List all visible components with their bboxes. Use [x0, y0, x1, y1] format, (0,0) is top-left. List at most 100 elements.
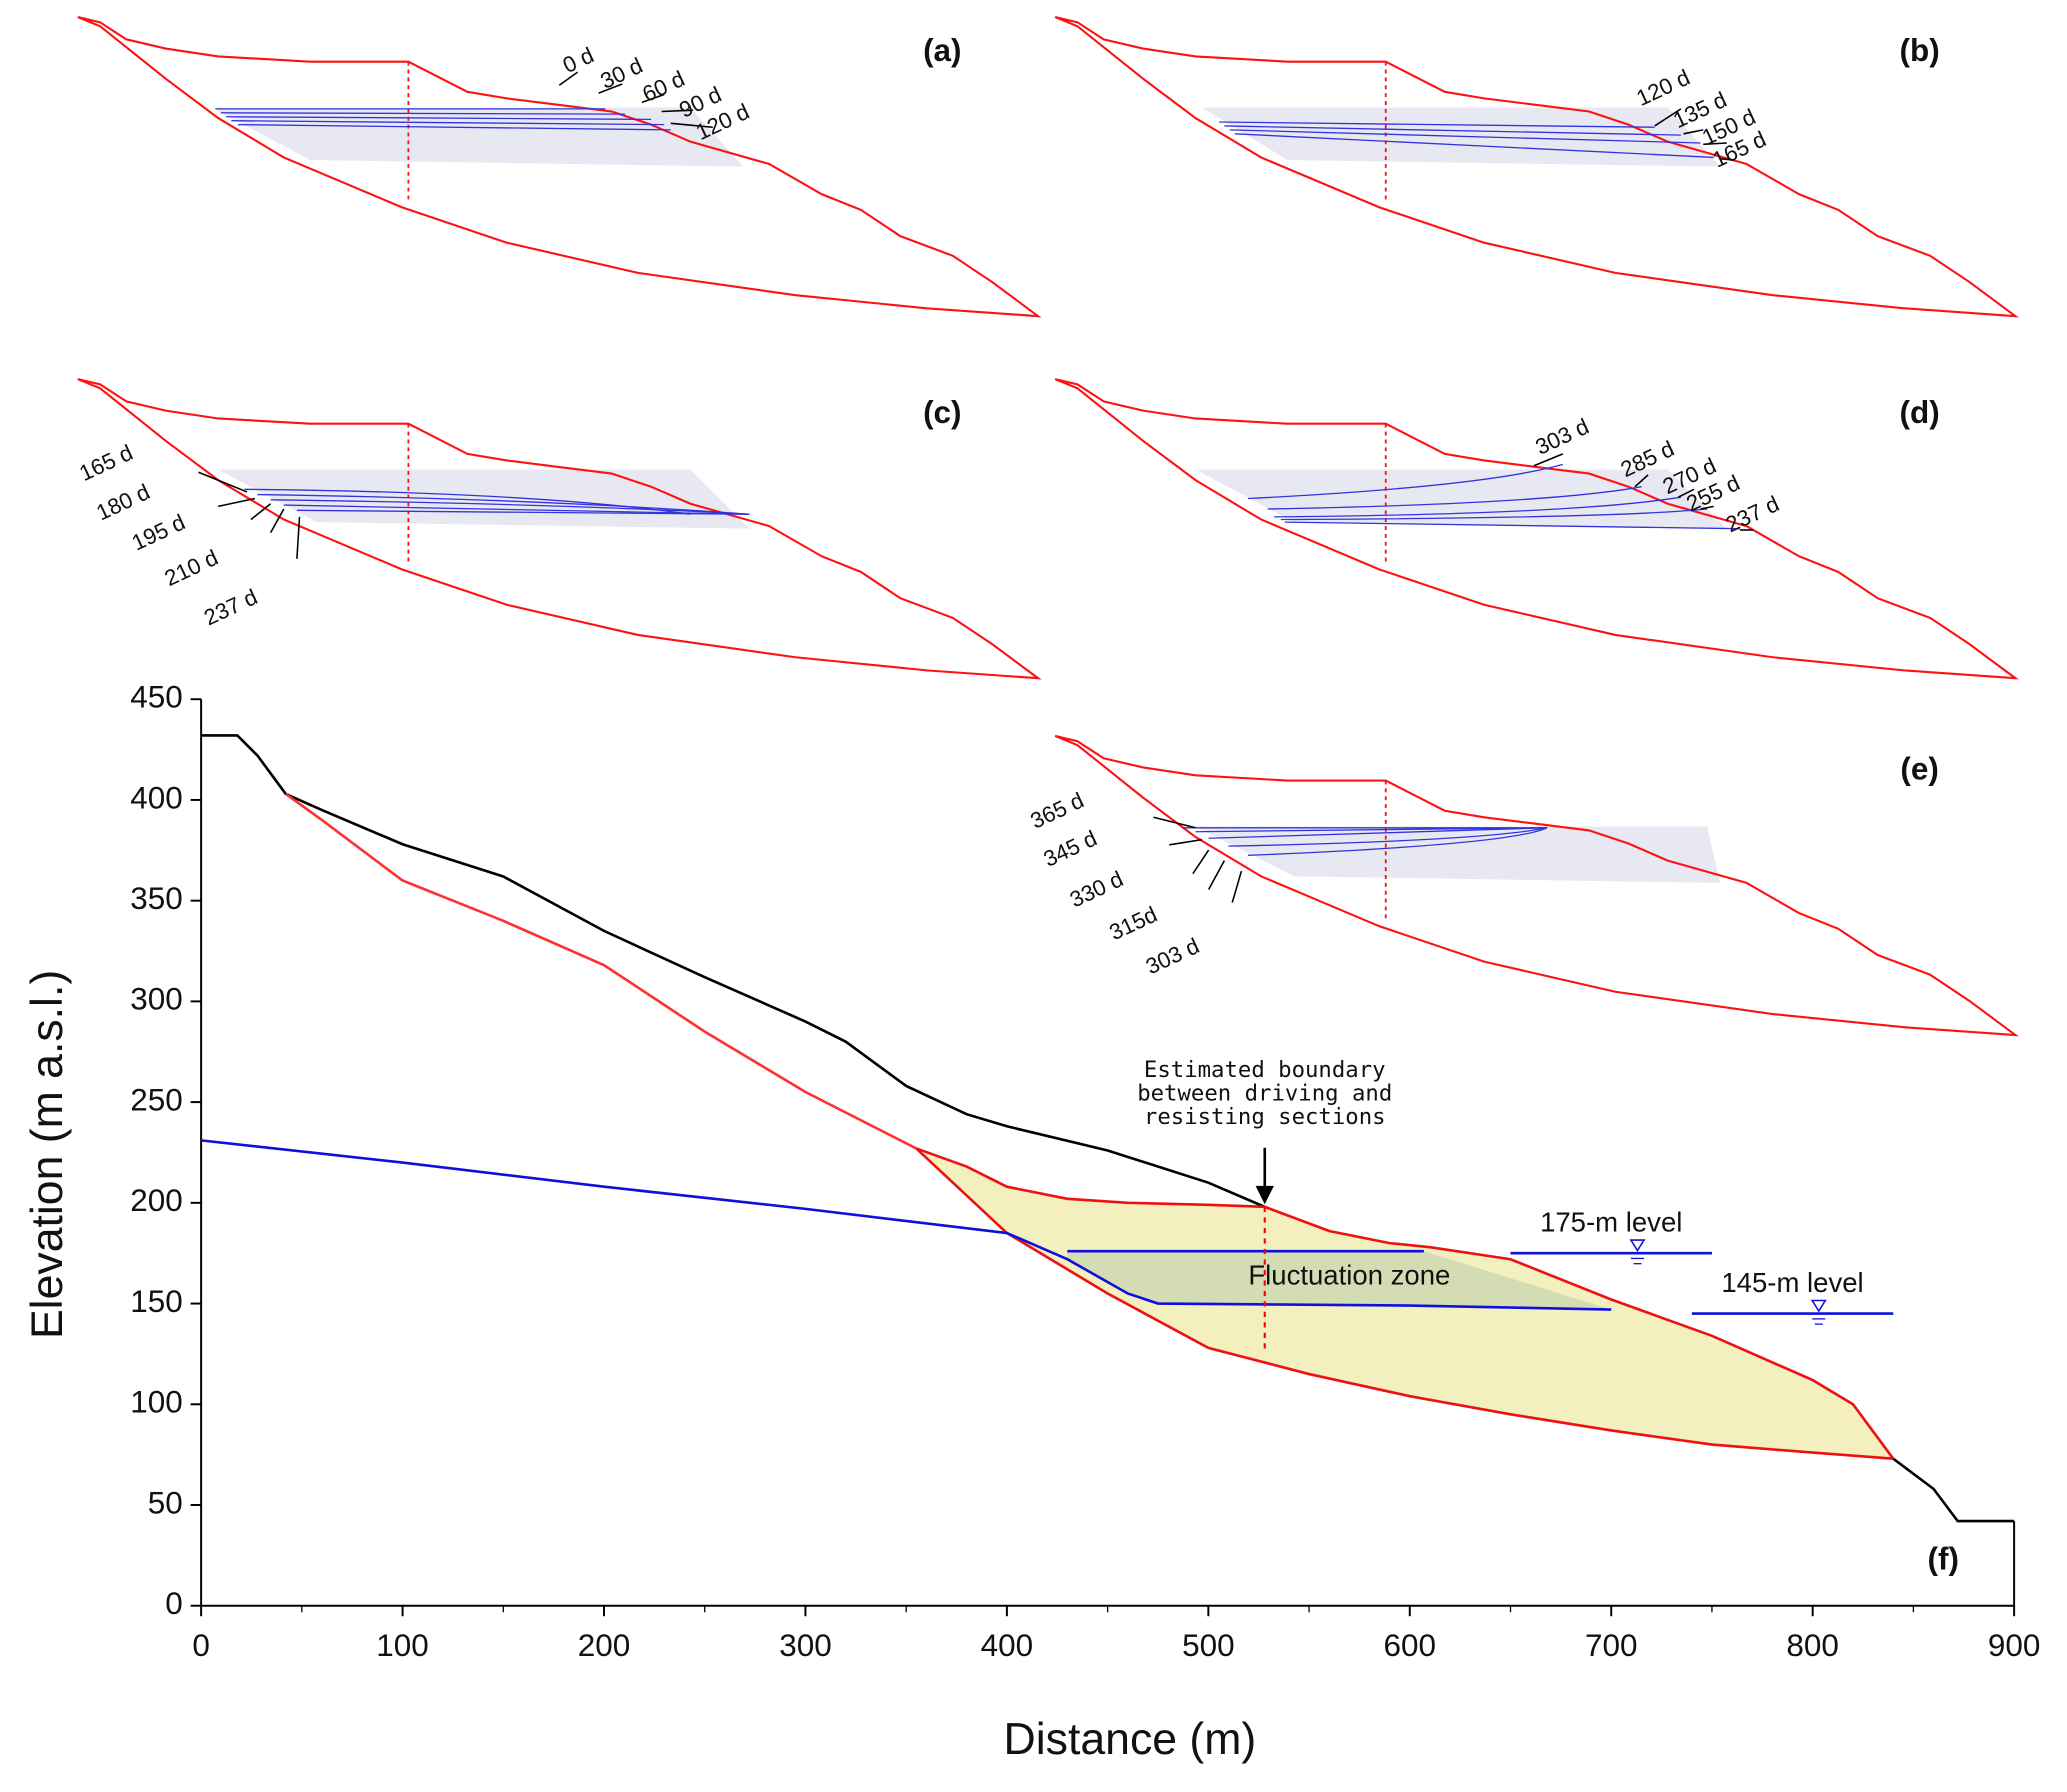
- water-table: [1219, 121, 1655, 128]
- time-label: 0 d: [559, 42, 598, 78]
- water-symbol: [1810, 1299, 1827, 1313]
- leader-line: [1231, 870, 1243, 903]
- leader-line: [558, 71, 579, 86]
- leader-line: [1677, 488, 1695, 498]
- panel-label: (d): [1900, 395, 1940, 430]
- annotation: resisting sections: [1144, 1104, 1386, 1130]
- slope-outline: [1054, 378, 2019, 680]
- x-tick-label: 300: [779, 1628, 832, 1663]
- leader-line: [1634, 474, 1649, 488]
- panel-label: (e): [1900, 752, 1938, 787]
- leader-line: [269, 508, 285, 533]
- slope-outline: [1054, 16, 2019, 318]
- water-table: [1280, 508, 1708, 521]
- water-zone: [211, 107, 743, 167]
- time-label: 210 d: [161, 545, 222, 591]
- water-table: [1274, 496, 1682, 518]
- leader-line: [1720, 157, 1734, 161]
- time-label: 303 d: [1142, 933, 1203, 979]
- x-tick-label: 700: [1585, 1628, 1638, 1663]
- water-table: [1224, 125, 1681, 136]
- water-symbol: [1629, 1239, 1646, 1253]
- leader-line: [250, 503, 272, 521]
- leader-line: [198, 471, 248, 493]
- series-line: [915, 1147, 1894, 1460]
- water-zone: [1195, 826, 1721, 883]
- leader-line: [1703, 142, 1727, 146]
- time-label: 345 d: [1040, 826, 1101, 872]
- annotation: Estimated boundary: [1144, 1057, 1386, 1083]
- water-zone: [1202, 107, 1721, 167]
- water-table: [1247, 463, 1564, 500]
- zone-label: Fluctuation zone: [1248, 1260, 1450, 1291]
- panel-label: (a): [923, 33, 961, 68]
- leader-line: [661, 109, 694, 113]
- leader-line: [218, 497, 256, 508]
- water-level-label: 175-m level: [1540, 1207, 1682, 1238]
- y-axis-label: Elevation (m a.s.l.): [23, 970, 72, 1339]
- slope-outline: [1054, 734, 2019, 1037]
- water-table: [220, 112, 625, 115]
- water-table: [257, 493, 750, 515]
- y-tick-label: 0: [165, 1586, 183, 1621]
- slope-outline: [77, 16, 1042, 318]
- leader-line: [1700, 505, 1714, 510]
- x-tick-label: 600: [1384, 1628, 1437, 1663]
- series-line: [200, 1139, 1612, 1311]
- water-table: [296, 509, 750, 515]
- water-zone: [1195, 469, 1727, 529]
- fluctuation-zone: [1067, 1251, 1612, 1310]
- leader-line: [1153, 816, 1196, 829]
- leader-line: [1683, 129, 1704, 135]
- water-table: [1228, 827, 1548, 847]
- water-table: [283, 504, 750, 515]
- water-table: [244, 488, 691, 515]
- arrow-head: [1255, 1185, 1274, 1205]
- water-table: [1267, 486, 1642, 510]
- x-tick-label: 900: [1988, 1628, 2041, 1663]
- panel-label: (b): [1900, 33, 1940, 68]
- time-label: 237 d: [200, 584, 261, 630]
- x-tick-label: 200: [578, 1628, 631, 1663]
- time-label: 365 d: [1027, 787, 1088, 833]
- water-zone: [218, 469, 750, 529]
- y-tick-label: 200: [130, 1183, 183, 1218]
- y-tick-label: 400: [130, 780, 183, 815]
- y-tick-label: 450: [130, 680, 183, 715]
- leader-line: [1533, 453, 1564, 467]
- water-table: [1195, 827, 1548, 833]
- y-tick-label: 150: [130, 1284, 183, 1319]
- y-tick-label: 50: [148, 1485, 183, 1520]
- water-table: [1229, 129, 1701, 144]
- y-tick-label: 100: [130, 1385, 183, 1420]
- time-label: 330 d: [1066, 866, 1127, 912]
- time-label: 195 d: [128, 509, 189, 555]
- leader-line: [1654, 108, 1682, 127]
- series-line: [201, 734, 2015, 1523]
- water-table: [1284, 521, 1740, 530]
- water-level-label: 145-m level: [1721, 1267, 1863, 1298]
- x-tick-label: 400: [981, 1628, 1034, 1663]
- water-table: [1247, 827, 1548, 856]
- water-table: [231, 120, 665, 126]
- time-label: 165 d: [75, 440, 136, 486]
- leader-line: [641, 93, 665, 104]
- y-tick-label: 250: [130, 1082, 183, 1117]
- water-table: [270, 499, 750, 515]
- water-table: [237, 123, 671, 131]
- slope-outline: [77, 378, 1042, 680]
- water-table: [1208, 827, 1548, 839]
- leader-line: [598, 83, 623, 94]
- x-tick-label: 800: [1786, 1628, 1839, 1663]
- leader-line: [1169, 838, 1203, 846]
- series-line: [915, 1147, 1895, 1460]
- x-tick-label: 100: [376, 1628, 429, 1663]
- leader-line: [1192, 849, 1210, 875]
- water-table: [226, 116, 652, 121]
